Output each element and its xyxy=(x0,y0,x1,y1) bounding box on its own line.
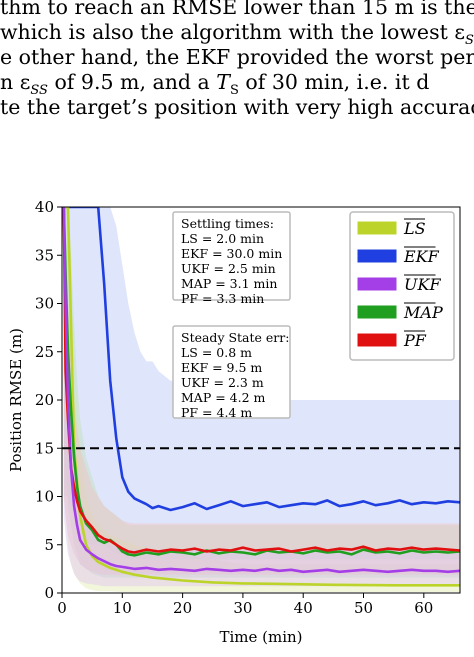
ukf-legend-label: UKF xyxy=(404,275,441,294)
paragraph-line-1: thm to reach an RMSE lower than 15 m is … xyxy=(0,0,474,19)
legend: LS EKF UKF MAP PF xyxy=(349,211,455,361)
steady-ekf: EKF = 9.5 m xyxy=(181,360,262,375)
ukf-band xyxy=(63,207,460,587)
ekf-legend-label: EKF xyxy=(403,247,440,266)
paragraph-line-2: which is also the algorithm with the low… xyxy=(0,20,474,53)
paragraph-line-5-text: te the target’s position with very high … xyxy=(0,95,474,119)
ls-legend-swatch xyxy=(357,221,397,235)
steady-ukf: UKF = 2.3 m xyxy=(181,375,264,390)
y-tick-label: 30 xyxy=(35,295,54,313)
ukf-line xyxy=(62,207,460,574)
paragraph-line-1-text: thm to reach an RMSE lower than 15 m is … xyxy=(0,0,474,19)
ls-line xyxy=(63,207,460,587)
y-axis-label: Position RMSE (m) xyxy=(7,328,25,472)
paragraph-line-2-text: which is also the algorithm with the low… xyxy=(0,20,465,44)
legend-frame xyxy=(349,211,455,361)
ts-symbol: T xyxy=(216,70,230,94)
y-tick-label: 35 xyxy=(35,246,54,264)
settling-ukf: UKF = 2.5 min xyxy=(181,261,276,276)
figure: 0 10 20 30 40 50 60 0 5 10 15 20 25 30 35 40 Time (min… xyxy=(0,190,474,653)
x-tick-label: 0 xyxy=(57,599,67,617)
x-tick-label: 30 xyxy=(233,599,252,617)
ls-band xyxy=(63,207,460,592)
text-paragraph: thm to reach an RMSE lower than 15 m is … xyxy=(0,0,474,130)
ekf-band xyxy=(63,207,460,560)
ts-subscript: S xyxy=(229,83,239,99)
pf-legend-label: PF xyxy=(403,331,427,350)
paragraph-line-4-tail: of 30 min, i.e. it d xyxy=(238,70,430,94)
ls-legend-label: LS xyxy=(403,219,426,238)
map-legend-swatch xyxy=(357,305,397,319)
steady-box-title: Steady State err: xyxy=(181,330,289,345)
paragraph-line-4-text: n ε xyxy=(0,70,31,94)
map-legend-label: MAP xyxy=(403,303,443,322)
paragraph-line-5: te the target’s position with very high … xyxy=(0,95,474,119)
x-tick-label: 20 xyxy=(173,599,192,617)
settling-ls: LS = 2.0 min xyxy=(181,231,264,246)
x-tick-label: 10 xyxy=(113,599,132,617)
settling-pf: PF = 3.3 min xyxy=(181,291,264,306)
y-tick-label: 15 xyxy=(35,439,54,457)
y-tick-label: 40 xyxy=(35,198,54,216)
settling-times-box: Settling times: LS = 2.0 min EKF = 30.0 … xyxy=(172,211,291,306)
pf-line xyxy=(62,207,460,554)
ukf-legend-swatch xyxy=(357,277,397,291)
x-axis-ticks: 0 10 20 30 40 50 60 xyxy=(57,593,433,617)
steady-map: MAP = 4.2 m xyxy=(181,390,266,405)
x-tick-label: 50 xyxy=(354,599,373,617)
settling-box-title: Settling times: xyxy=(181,216,274,231)
steady-ls: LS = 0.8 m xyxy=(181,345,252,360)
rmse-chart: 0 10 20 30 40 50 60 0 5 10 15 20 25 30 35 40 Time (min… xyxy=(7,198,461,646)
settling-ekf: EKF = 30.0 min xyxy=(181,246,282,261)
paragraph-line-3: e other hand, the EKF provided the worst… xyxy=(0,45,474,69)
epsilon-subscript-2: SS xyxy=(30,83,48,99)
x-tick-label: 40 xyxy=(294,599,313,617)
paragraph-line-4-mid: of 9.5 m, and a xyxy=(47,70,217,94)
steady-box-frame xyxy=(172,325,291,419)
epsilon-subscript: SS xyxy=(464,33,474,49)
ekf-legend-swatch xyxy=(357,249,397,263)
series-lines xyxy=(62,207,460,587)
y-axis-ticks: 0 5 10 15 20 25 30 35 40 xyxy=(35,198,62,602)
y-tick-label: 20 xyxy=(35,391,54,409)
settling-box-frame xyxy=(172,211,291,301)
steady-pf: PF = 4.4 m xyxy=(181,405,252,420)
y-tick-label: 25 xyxy=(35,343,54,361)
steady-state-box: Steady State err: LS = 0.8 m EKF = 9.5 m… xyxy=(172,325,291,420)
x-axis-label: Time (min) xyxy=(219,628,302,646)
y-tick-label: 5 xyxy=(44,536,54,554)
ekf-line xyxy=(63,207,460,512)
paragraph-line-4: n εSS of 9.5 m, and a TS of 30 min, i.e.… xyxy=(0,70,429,103)
x-tick-label: 60 xyxy=(414,599,433,617)
map-band xyxy=(63,207,460,578)
y-tick-label: 0 xyxy=(44,584,54,602)
pf-legend-swatch xyxy=(357,333,397,347)
paragraph-line-3-text: e other hand, the EKF provided the worst… xyxy=(0,45,474,69)
settling-map: MAP = 3.1 min xyxy=(181,276,277,291)
y-tick-label: 10 xyxy=(35,488,54,506)
